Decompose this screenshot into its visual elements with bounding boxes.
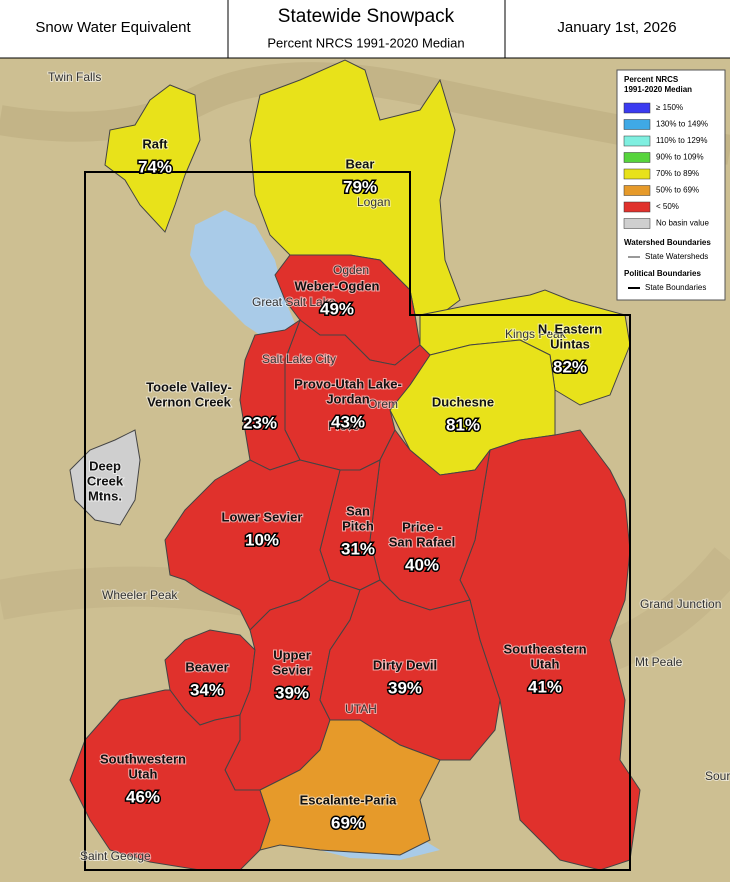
- basin-value: 79%: [343, 177, 377, 196]
- basin-value: 23%: [243, 413, 277, 432]
- place-label: Grand Junction: [640, 597, 721, 611]
- basin-name: Upper: [273, 647, 311, 662]
- legend-label: No basin value: [656, 219, 709, 228]
- basin-name: Bear: [346, 156, 375, 171]
- basin-value: 34%: [190, 680, 224, 699]
- basin-value: 39%: [275, 683, 309, 702]
- basin-value: 41%: [528, 677, 562, 696]
- place-label: Salt Lake City: [262, 352, 336, 366]
- place-label: Wheeler Peak: [102, 588, 178, 602]
- legend-title: 1991-2020 Median: [624, 85, 692, 94]
- place-label: Kings Peak: [505, 327, 567, 341]
- header-left: Snow Water Equivalent: [35, 19, 191, 36]
- basin-name: Sevier: [272, 662, 311, 677]
- basin: [249, 59, 461, 316]
- place-label: Great Salt Lake: [252, 295, 336, 309]
- header-date: January 1st, 2026: [557, 19, 676, 36]
- place-label: Provo: [328, 419, 360, 433]
- places: Twin Falls Logan Ogden Great Salt Lake Salt …: [47, 69, 730, 864]
- legend-label: 70% to 89%: [656, 169, 699, 178]
- basin-name: San Rafael: [389, 534, 455, 549]
- place-label: Orem: [368, 397, 398, 411]
- basins: [69, 59, 641, 871]
- basin-name: Utah: [129, 766, 158, 781]
- basin-name: Tooele Valley-: [146, 379, 232, 394]
- basin-value: 81%: [446, 415, 480, 434]
- basin-name: Southwestern: [100, 751, 186, 766]
- legend-heading: Political Boundaries: [624, 269, 701, 278]
- place-label: Twin Falls: [48, 70, 101, 84]
- legend-label: State Watersheds: [645, 252, 708, 261]
- legend-label: < 50%: [656, 202, 679, 211]
- basin-value: 46%: [126, 787, 160, 806]
- basin-value: 69%: [331, 813, 365, 832]
- header-subtitle: Percent NRCS 1991-2020 Median: [267, 35, 464, 50]
- basin-name: Duchesne: [432, 394, 494, 409]
- legend-label: State Boundaries: [645, 283, 706, 292]
- basin-name: Escalante-Paria: [300, 792, 398, 807]
- basin-name: N. Eastern: [538, 321, 602, 336]
- legend-swatch: [623, 201, 651, 213]
- basin-name: Weber-Ogden: [295, 278, 380, 293]
- basin-name: Lower Sevier: [222, 509, 303, 524]
- basin-labels: Raft 74% Bear 79% Weber-Ogden 49% N. EasternUi…: [86, 135, 603, 834]
- header: [0, 0, 730, 58]
- place-label: Logan: [357, 195, 390, 209]
- state-boundary: [84, 171, 631, 871]
- legend-label: 50% to 69%: [656, 186, 699, 195]
- basin-name: Raft: [142, 136, 168, 151]
- legend-label: ≥ 150%: [656, 103, 683, 112]
- basin-value: 49%: [320, 299, 354, 318]
- legend-label: 110% to 129%: [656, 136, 707, 145]
- place-label: Source: [705, 769, 730, 783]
- legend-label: 90% to 109%: [656, 153, 704, 162]
- place-label: Saint George: [80, 849, 151, 863]
- legend-swatch: [623, 168, 651, 180]
- place-label: Ogden: [333, 263, 369, 277]
- basin-name: Uintas: [550, 336, 590, 351]
- basin: [259, 719, 441, 856]
- basin-value: 40%: [405, 555, 439, 574]
- basin: [164, 459, 341, 631]
- legend-swatch: [623, 218, 651, 229]
- legend-heading: Watershed Boundaries: [624, 238, 711, 247]
- basin-name: Beaver: [185, 659, 228, 674]
- basin-name: Deep: [89, 458, 121, 473]
- great-salt-lake: [190, 210, 300, 345]
- basin: [319, 579, 501, 761]
- basin-name: San: [346, 503, 370, 518]
- basin-name: Mtns.: [88, 488, 122, 503]
- basin-name: Vernon Creek: [147, 394, 232, 409]
- basin-value: 31%: [341, 539, 375, 558]
- place-label: UTAH: [345, 702, 377, 716]
- basin-value: 82%: [553, 357, 587, 376]
- legend-swatch: [623, 185, 651, 196]
- legend-swatch: [623, 119, 651, 130]
- basin-name: Southeastern: [503, 641, 586, 656]
- legend-swatch: [623, 135, 651, 147]
- legend-swatch: [623, 102, 651, 114]
- header-title: Statewide Snowpack: [278, 6, 455, 27]
- basin-value: 39%: [388, 678, 422, 697]
- basin-value: 74%: [138, 157, 172, 176]
- basin-name: Utah: [531, 656, 560, 671]
- basin-value: 43%: [331, 412, 365, 431]
- basin-name: Price -: [402, 519, 442, 534]
- basin-name: Pitch: [342, 518, 374, 533]
- legend-label: 130% to 149%: [656, 120, 708, 129]
- basin-value: 10%: [245, 530, 279, 549]
- place-label: Mt Peale: [635, 655, 683, 669]
- basin-name: Jordan: [326, 391, 369, 406]
- legend-title: Percent NRCS: [624, 75, 679, 84]
- basin-name: Creek: [87, 473, 124, 488]
- basin-name: Dirty Devil: [373, 657, 437, 672]
- basin: [104, 84, 201, 233]
- legend-swatch: [623, 152, 651, 163]
- basin: [69, 689, 271, 871]
- basin-name: Provo-Utah Lake-: [294, 376, 402, 391]
